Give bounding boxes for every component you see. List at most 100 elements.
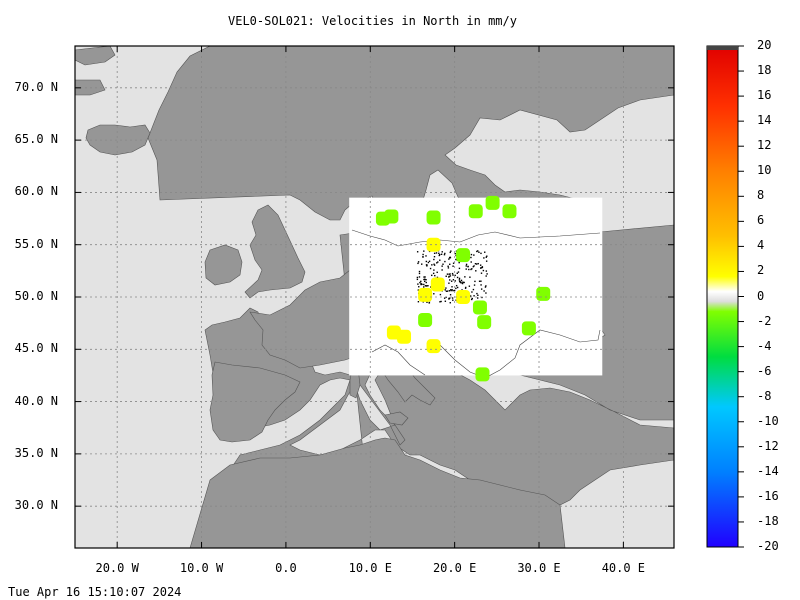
gnss-station-dot xyxy=(458,279,461,281)
velocity-marker[interactable] xyxy=(456,248,471,263)
velocity-marker[interactable] xyxy=(475,367,490,382)
gnss-station-dot xyxy=(470,298,473,301)
gnss-station-dot xyxy=(483,290,485,292)
gnss-station-dot xyxy=(459,281,462,283)
gnss-station-dot xyxy=(464,287,467,289)
gnss-station-dot xyxy=(427,261,430,264)
gnss-station-dot xyxy=(428,302,431,304)
gnss-station-dot xyxy=(480,252,482,255)
gnss-station-dot xyxy=(439,293,442,296)
gnss-station-dot xyxy=(452,279,455,281)
gnss-station-dot xyxy=(452,265,454,267)
velocity-marker[interactable] xyxy=(430,277,445,292)
velocity-marker[interactable] xyxy=(397,329,412,344)
gnss-station-dot xyxy=(480,272,483,274)
gnss-station-dot xyxy=(435,252,438,254)
velocity-marker[interactable] xyxy=(468,204,483,219)
velocity-marker[interactable] xyxy=(418,313,433,328)
gnss-station-dot xyxy=(437,261,439,263)
land-iberia xyxy=(209,361,301,443)
velocity-markers[interactable] xyxy=(375,195,551,382)
gnss-station-dot xyxy=(476,250,478,253)
velocity-marker[interactable] xyxy=(485,195,500,210)
gnss-station-dot xyxy=(476,297,479,299)
gnss-station-dot xyxy=(440,253,443,255)
colorbar-tick-label: -16 xyxy=(757,488,779,503)
lat-tick-label: 65.0 N xyxy=(14,132,58,147)
map-title: VEL0-SOL021: Velocities in North in mm/y xyxy=(228,14,517,28)
velocity-marker[interactable] xyxy=(418,287,433,302)
land-iceland xyxy=(85,124,151,156)
gnss-station-dot xyxy=(423,280,426,283)
velocity-marker[interactable] xyxy=(477,315,492,330)
colorbar-tick-label: 0 xyxy=(757,288,765,303)
lat-tick-label: 35.0 N xyxy=(14,445,58,460)
gnss-station-dot xyxy=(420,282,422,285)
gnss-station-dot xyxy=(450,280,453,282)
gnss-station-dot xyxy=(430,286,432,288)
velocity-marker[interactable] xyxy=(536,286,551,301)
gnss-station-dot xyxy=(418,276,421,278)
gnss-station-dot xyxy=(427,285,429,287)
velocity-marker[interactable] xyxy=(456,290,471,304)
gnss-station-dot xyxy=(452,299,454,301)
colorbar-tick-label: -20 xyxy=(757,539,779,553)
lat-tick-label: 40.0 N xyxy=(14,393,58,408)
gnss-station-dot xyxy=(474,262,477,265)
gnss-station-dot xyxy=(420,283,422,286)
gnss-station-dot xyxy=(439,259,441,261)
gnss-station-dot xyxy=(484,286,487,288)
colorbar-tick-label: -10 xyxy=(757,413,779,428)
gnss-station-dot xyxy=(438,252,440,255)
velocity-marker[interactable] xyxy=(426,339,441,354)
gnss-station-dot xyxy=(473,284,476,286)
velocity-marker[interactable] xyxy=(426,210,441,225)
gnss-station-dot xyxy=(433,255,436,258)
land-ireland xyxy=(204,244,243,286)
lon-tick-label: 20.0 W xyxy=(95,561,139,575)
data-region xyxy=(349,197,603,376)
gnss-station-dot xyxy=(425,281,427,284)
gnss-station-dot xyxy=(449,263,451,265)
gnss-station-dot xyxy=(425,255,427,257)
colorbar-gradient xyxy=(706,45,739,548)
gnss-station-dot xyxy=(431,264,433,266)
land-north-islands xyxy=(75,46,116,96)
gnss-station-dot xyxy=(418,272,421,275)
gnss-station-dot xyxy=(449,256,452,259)
gnss-station-dot xyxy=(417,262,419,265)
gnss-station-dot xyxy=(480,267,482,269)
gnss-station-dot xyxy=(442,263,444,265)
gnss-station-dot xyxy=(475,263,478,265)
coastline-overlay xyxy=(351,229,601,379)
gnss-station-dot xyxy=(432,272,435,275)
gnss-station-dot xyxy=(433,269,435,271)
velocity-marker[interactable] xyxy=(384,209,399,224)
gnss-station-dot xyxy=(481,266,484,268)
gnss-station-dot xyxy=(423,283,425,286)
colorbar-tick-label: -6 xyxy=(757,363,772,378)
gnss-station-dot xyxy=(423,286,425,288)
gnss-station-dot xyxy=(472,265,475,268)
gnss-station-dot xyxy=(423,278,425,281)
velocity-marker[interactable] xyxy=(426,237,441,252)
velocity-marker[interactable] xyxy=(521,321,536,336)
gnss-station-dot xyxy=(470,256,472,259)
velocity-marker[interactable] xyxy=(472,300,487,315)
gnss-station-dot xyxy=(453,289,456,292)
gnss-station-dot xyxy=(477,294,479,297)
gnss-station-dot xyxy=(446,273,449,275)
gnss-station-dot xyxy=(448,273,450,275)
gnss-station-dot xyxy=(434,274,436,277)
colorbar-tick-label: 6 xyxy=(757,213,765,228)
gnss-station-dot xyxy=(451,272,454,275)
gnss-station-dot xyxy=(433,263,435,265)
gnss-station-dot xyxy=(450,289,452,292)
gnss-station-dot xyxy=(471,268,473,270)
gnss-station-dot xyxy=(480,288,483,290)
gnss-station-dot xyxy=(468,285,471,287)
gnss-station-dot xyxy=(444,289,446,291)
velocity-marker[interactable] xyxy=(502,204,517,219)
gnss-station-dot xyxy=(449,294,452,296)
